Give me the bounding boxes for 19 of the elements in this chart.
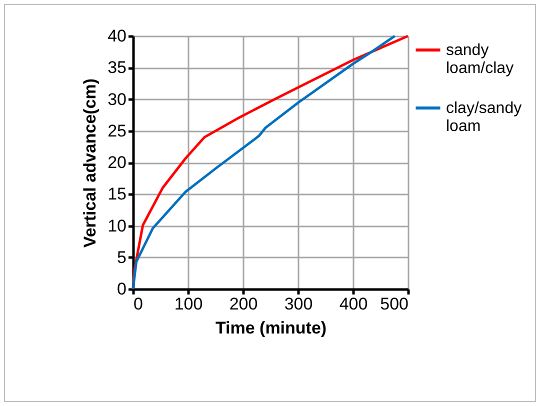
y-tick-label: 15 [108, 184, 126, 204]
y-tick-label: 20 [108, 153, 126, 172]
y-tick-label: 10 [108, 216, 126, 236]
y-tick-label: 30 [108, 90, 126, 109]
y-tick-label: 25 [108, 121, 126, 140]
y-tick-label: 35 [108, 58, 126, 78]
y-tick-label: 40 [108, 26, 126, 46]
x-tick-label: 500 [380, 294, 408, 314]
y-axis-title: Vertical advance(cm) [80, 78, 100, 248]
x-tick-label: 100 [174, 294, 203, 314]
x-tick-label: 400 [339, 294, 368, 314]
y-tick-label: 0 [117, 280, 126, 298]
x-tick-label: 200 [229, 294, 258, 314]
legend-label: sandy loam/clay [446, 42, 514, 77]
y-tick-label: 5 [117, 248, 126, 267]
legend-label: clay/sandy loam [446, 100, 522, 135]
x-tick-label: 0 [134, 294, 143, 314]
x-tick-label: 300 [284, 294, 313, 314]
x-axis-title: Time (minute) [215, 318, 327, 338]
